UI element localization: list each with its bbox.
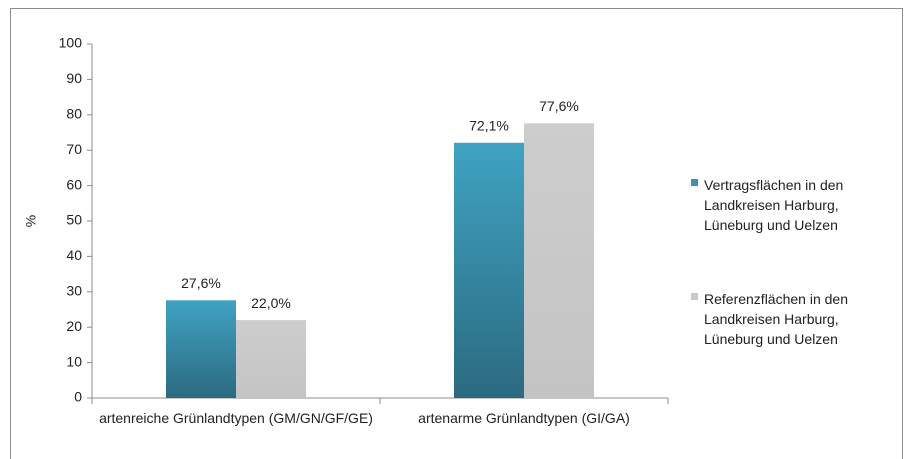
bar xyxy=(166,300,236,398)
y-tick-label: 90 xyxy=(66,70,82,86)
legend-label: Vertragsflächen in den Landkreisen Harbu… xyxy=(704,177,844,233)
bar xyxy=(454,142,524,398)
y-tick-label: 0 xyxy=(74,389,82,405)
y-tick-label: 100 xyxy=(59,35,83,51)
data-label: 72,1% xyxy=(469,117,509,133)
data-label: 77,6% xyxy=(539,98,579,114)
x-tick-label: artenreiche Grünlandtypen (GM/GN/GF/GE) xyxy=(99,410,373,426)
y-tick-label: 30 xyxy=(66,283,82,299)
x-tick-label: artenarme Grünlandtypen (GI/GA) xyxy=(418,410,630,426)
legend-label: Referenzflächen in den Landkreisen Harbu… xyxy=(704,291,848,347)
y-axis-label: % xyxy=(23,215,39,227)
y-tick-label: 50 xyxy=(66,212,82,228)
bar xyxy=(236,320,306,398)
y-tick-label: 40 xyxy=(66,247,82,263)
y-tick-label: 60 xyxy=(66,176,82,192)
y-tick-label: 70 xyxy=(66,141,82,157)
legend-swatch xyxy=(691,179,698,186)
data-label: 27,6% xyxy=(181,275,221,291)
y-tick-label: 10 xyxy=(66,353,82,369)
frame xyxy=(10,8,903,459)
y-tick-label: 80 xyxy=(66,106,82,122)
y-tick-label: 20 xyxy=(66,318,82,334)
legend-swatch xyxy=(691,293,698,300)
bar xyxy=(524,123,594,399)
data-label: 22,0% xyxy=(251,295,291,311)
